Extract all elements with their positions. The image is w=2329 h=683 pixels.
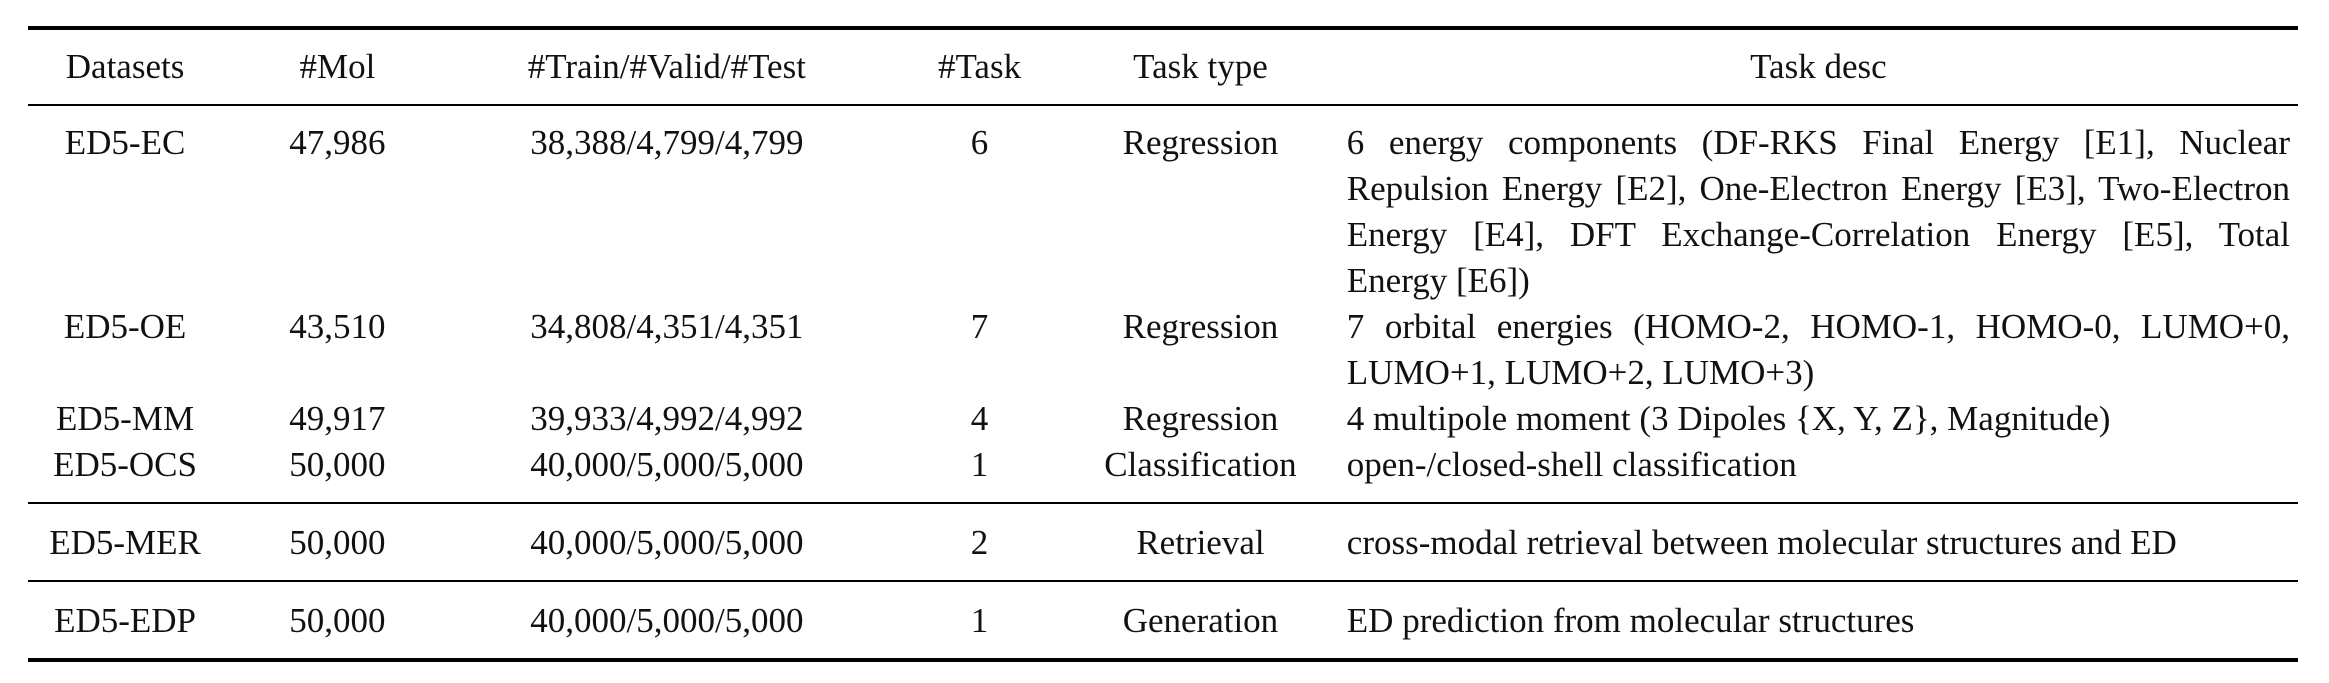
cell-split: 40,000/5,000/5,000 bbox=[530, 445, 804, 484]
group-property-prediction: ED5-EC 47,986 38,388/4,799/4,799 6 Regre… bbox=[28, 105, 2298, 503]
cell-task: 7 bbox=[970, 307, 989, 346]
cell-type: Generation bbox=[1122, 601, 1279, 640]
cell-type: Regression bbox=[1122, 399, 1279, 438]
datasets-table: Datasets #Mol #Train/#Valid/#Test #Task … bbox=[28, 26, 2298, 662]
header-datasets: Datasets bbox=[28, 26, 223, 105]
header-task-type: Task type bbox=[1078, 26, 1323, 105]
cell-mol: 47,986 bbox=[289, 123, 386, 162]
cell-dataset: ED5-MER bbox=[49, 523, 201, 562]
table-row: ED5-OE 43,510 34,808/4,351/4,351 7 Regre… bbox=[28, 304, 2298, 396]
cell-task: 1 bbox=[970, 445, 989, 484]
cell-split: 34,808/4,351/4,351 bbox=[530, 307, 804, 346]
cell-desc: 7 orbital energies (HOMO-2, HOMO-1, HOMO… bbox=[1346, 307, 2290, 392]
cell-desc: 4 multipole moment (3 Dipoles {X, Y, Z},… bbox=[1346, 399, 2111, 438]
cell-task: 4 bbox=[970, 399, 989, 438]
cell-dataset: ED5-MM bbox=[56, 399, 195, 438]
cell-mol: 50,000 bbox=[289, 523, 386, 562]
table-row: ED5-OCS 50,000 40,000/5,000/5,000 1 Clas… bbox=[28, 442, 2298, 503]
cell-split: 40,000/5,000/5,000 bbox=[530, 523, 804, 562]
cell-desc: cross-modal retrieval between molecular … bbox=[1346, 523, 2177, 562]
cell-desc: ED prediction from molecular structures bbox=[1346, 601, 1915, 640]
group-generation: ED5-EDP 50,000 40,000/5,000/5,000 1 Gene… bbox=[28, 581, 2298, 660]
cell-task: 6 bbox=[970, 123, 989, 162]
cell-type: Classification bbox=[1104, 445, 1297, 484]
table-row: ED5-EDP 50,000 40,000/5,000/5,000 1 Gene… bbox=[28, 581, 2298, 660]
cell-type: Regression bbox=[1122, 123, 1279, 162]
cell-split: 40,000/5,000/5,000 bbox=[530, 601, 804, 640]
table-row: ED5-MM 49,917 39,933/4,992/4,992 4 Regre… bbox=[28, 396, 2298, 442]
header-task-desc: Task desc bbox=[1322, 26, 2298, 105]
cell-dataset: ED5-OCS bbox=[53, 445, 197, 484]
header-task-count: #Task bbox=[880, 26, 1079, 105]
table-row: ED5-MER 50,000 40,000/5,000/5,000 2 Retr… bbox=[28, 503, 2298, 581]
header-mol: #Mol bbox=[222, 26, 453, 105]
cell-desc: 6 energy components (DF-RKS Final Energy… bbox=[1346, 123, 2290, 300]
cell-mol: 49,917 bbox=[289, 399, 386, 438]
header-row: Datasets #Mol #Train/#Valid/#Test #Task … bbox=[28, 26, 2298, 105]
cell-task: 1 bbox=[970, 601, 989, 640]
cell-mol: 50,000 bbox=[289, 601, 386, 640]
cell-dataset: ED5-EC bbox=[64, 123, 186, 162]
cell-split: 39,933/4,992/4,992 bbox=[530, 399, 804, 438]
table-row: ED5-EC 47,986 38,388/4,799/4,799 6 Regre… bbox=[28, 105, 2298, 304]
cell-dataset: ED5-OE bbox=[63, 307, 187, 346]
cell-type: Retrieval bbox=[1136, 523, 1265, 562]
cell-type: Regression bbox=[1122, 307, 1279, 346]
group-retrieval: ED5-MER 50,000 40,000/5,000/5,000 2 Retr… bbox=[28, 503, 2298, 581]
header-split: #Train/#Valid/#Test bbox=[452, 26, 881, 105]
cell-mol: 50,000 bbox=[289, 445, 386, 484]
cell-desc: open-/closed-shell classification bbox=[1346, 445, 1797, 484]
cell-dataset: ED5-EDP bbox=[54, 601, 197, 640]
cell-task: 2 bbox=[970, 523, 989, 562]
cell-split: 38,388/4,799/4,799 bbox=[530, 123, 804, 162]
cell-mol: 43,510 bbox=[289, 307, 386, 346]
